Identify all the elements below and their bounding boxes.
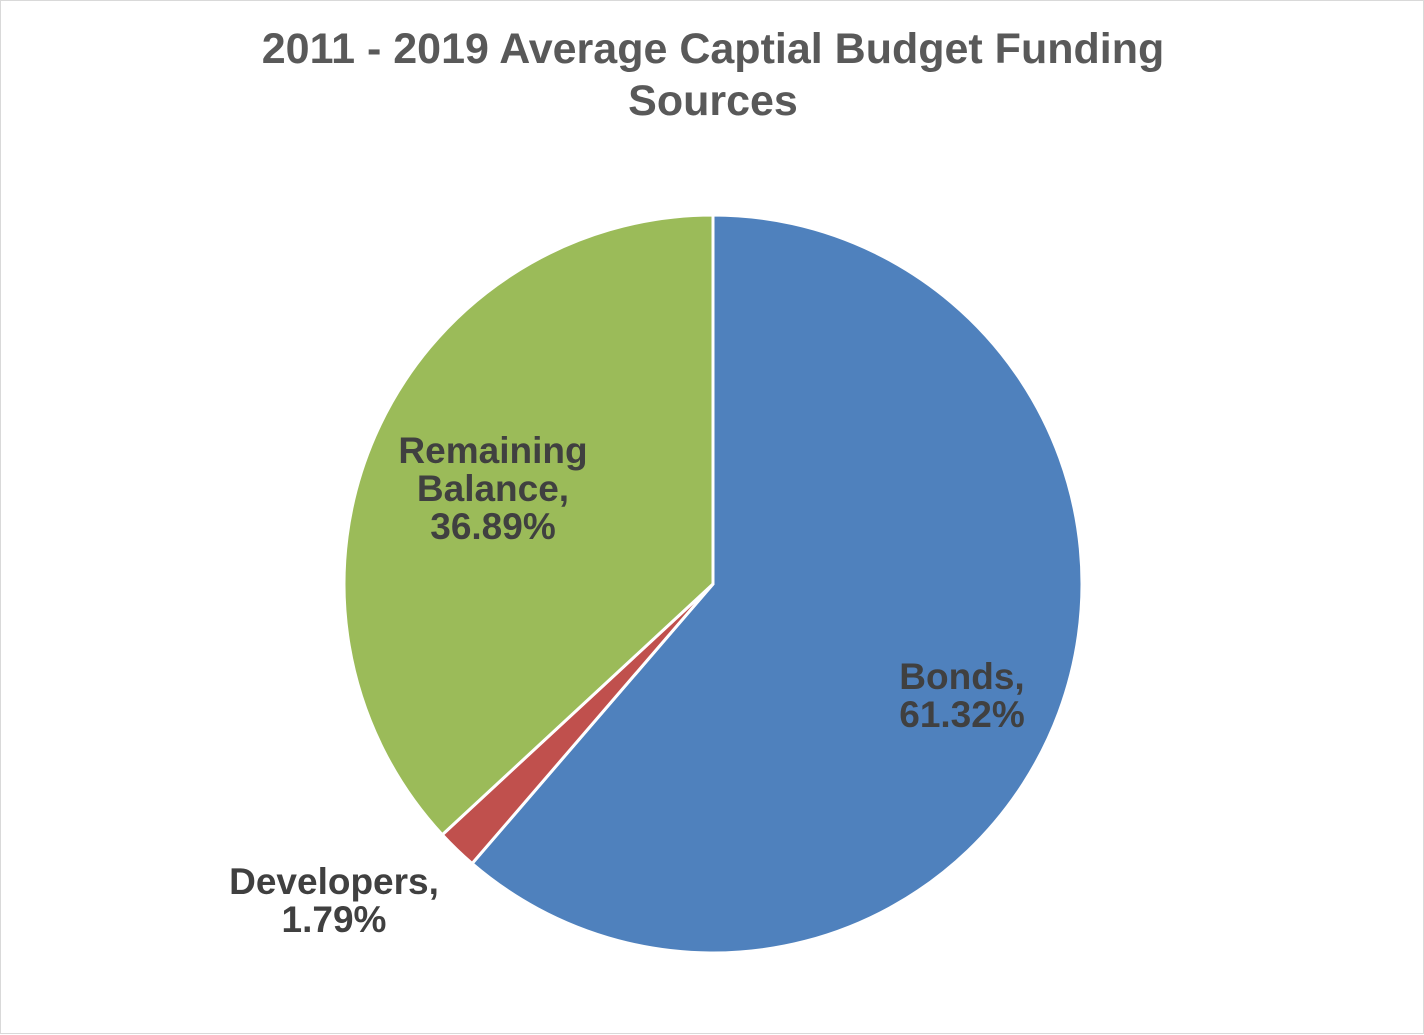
pie-slice-remaining-balance bbox=[342, 213, 715, 837]
data-label-bonds: Bonds, 61.32% bbox=[899, 656, 1025, 735]
chart-title-line-1: 2011 - 2019 Average Captial Budget Fundi… bbox=[261, 25, 1165, 73]
data-label-remaining-balance: Remaining Balance, 36.89% bbox=[398, 430, 587, 547]
data-label-line: Balance, bbox=[417, 468, 569, 509]
data-label-developers: Developers, 1.79% bbox=[229, 861, 439, 940]
chart-title-line-2: Sources bbox=[628, 77, 798, 125]
data-label-line: Remaining bbox=[398, 430, 587, 471]
pie-slice-bonds bbox=[470, 213, 1084, 955]
pie-slices bbox=[342, 213, 1084, 955]
chart-title: 2011 - 2019 Average Captial Budget Fundi… bbox=[1, 23, 1424, 127]
data-label-line: Bonds, bbox=[899, 656, 1024, 697]
data-label-line: Developers, bbox=[229, 861, 439, 902]
data-label-line: 36.89% bbox=[430, 506, 556, 547]
pie-data-labels: Bonds, 61.32% Developers, 1.79% Remaining Bal… bbox=[229, 430, 1025, 940]
data-label-line: 1.79% bbox=[282, 899, 387, 940]
data-label-line: 61.32% bbox=[899, 694, 1025, 735]
